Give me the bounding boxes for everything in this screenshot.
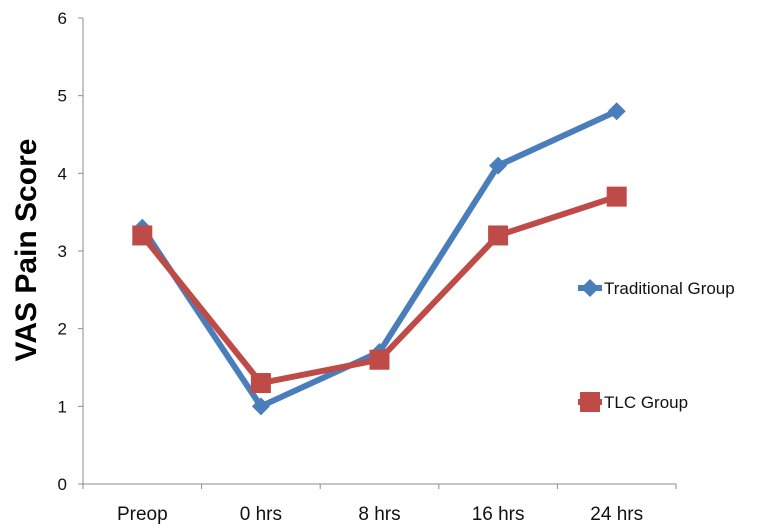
x-tick-label: 8 hrs (358, 504, 400, 525)
y-tick-label: 2 (58, 320, 67, 339)
x-tick-label: 24 hrs (590, 504, 643, 525)
data-point (488, 225, 509, 246)
legend-item: Traditional Group (578, 279, 735, 298)
data-point (606, 186, 627, 207)
legend-label: Traditional Group (604, 279, 735, 298)
y-tick-label: 0 (58, 475, 67, 494)
data-point (132, 225, 153, 246)
x-tick-label: 0 hrs (240, 504, 282, 525)
y-tick-label: 3 (58, 242, 67, 261)
data-point (251, 397, 270, 416)
y-axis-title: VAS Pain Score (10, 139, 43, 362)
y-tick-label: 1 (58, 397, 67, 416)
series-2 (132, 186, 627, 394)
data-point (250, 373, 271, 394)
data-point (607, 102, 626, 121)
legend-label: TLC Group (604, 393, 688, 412)
y-tick-label: 4 (58, 164, 67, 183)
y-tick-label: 5 (58, 87, 67, 106)
y-axis: 0 1 2 3 4 5 6 (58, 9, 84, 494)
series-layer (132, 102, 627, 416)
legend: Traditional Group TLC Group (578, 279, 735, 412)
data-point (369, 349, 390, 370)
x-axis: Preop 0 hrs 8 hrs 16 hrs 24 hrs (82, 483, 677, 525)
data-point (489, 156, 508, 175)
x-tick-label: Preop (117, 504, 168, 525)
y-tick-label: 6 (58, 9, 67, 28)
legend-marker (580, 392, 600, 412)
legend-item: TLC Group (578, 392, 688, 412)
x-tick-label: 16 hrs (472, 504, 525, 525)
legend-marker (581, 279, 599, 297)
